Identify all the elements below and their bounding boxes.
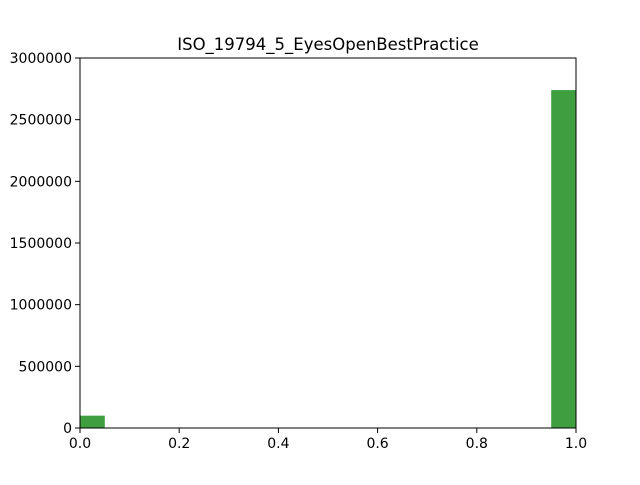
y-tick-label: 500000 bbox=[19, 359, 72, 375]
y-tick-label: 2000000 bbox=[10, 174, 72, 190]
x-tick-label: 1.0 bbox=[565, 436, 587, 452]
x-tick-label: 0.8 bbox=[466, 436, 488, 452]
x-axis: 0.0 0.2 0.4 0.6 0.8 1.0 bbox=[69, 428, 587, 452]
y-tick-label: 3000000 bbox=[10, 51, 72, 67]
x-tick-label: 0.0 bbox=[69, 436, 91, 452]
x-tick-label: 0.4 bbox=[267, 436, 289, 452]
x-tick-label: 0.6 bbox=[366, 436, 388, 452]
y-tick-label: 1500000 bbox=[10, 236, 72, 252]
y-axis: 0 500000 1000000 1500000 2000000 2500000 30000… bbox=[10, 51, 80, 437]
histogram-bar bbox=[80, 415, 105, 428]
y-tick-label: 2500000 bbox=[10, 113, 72, 129]
histogram-bar bbox=[551, 90, 576, 429]
bars-group bbox=[80, 90, 576, 429]
y-tick-label: 0 bbox=[63, 421, 72, 437]
y-tick-label: 1000000 bbox=[10, 298, 72, 314]
x-tick-label: 0.2 bbox=[168, 436, 190, 452]
plot-frame bbox=[79, 57, 577, 429]
chart-title: ISO_19794_5_EyesOpenBestPractice bbox=[177, 35, 479, 55]
